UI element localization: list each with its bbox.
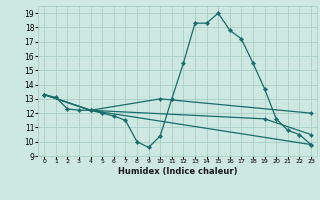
X-axis label: Humidex (Indice chaleur): Humidex (Indice chaleur) [118,167,237,176]
